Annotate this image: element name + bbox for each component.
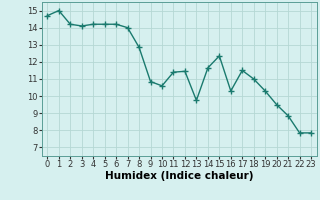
X-axis label: Humidex (Indice chaleur): Humidex (Indice chaleur) xyxy=(105,171,253,181)
